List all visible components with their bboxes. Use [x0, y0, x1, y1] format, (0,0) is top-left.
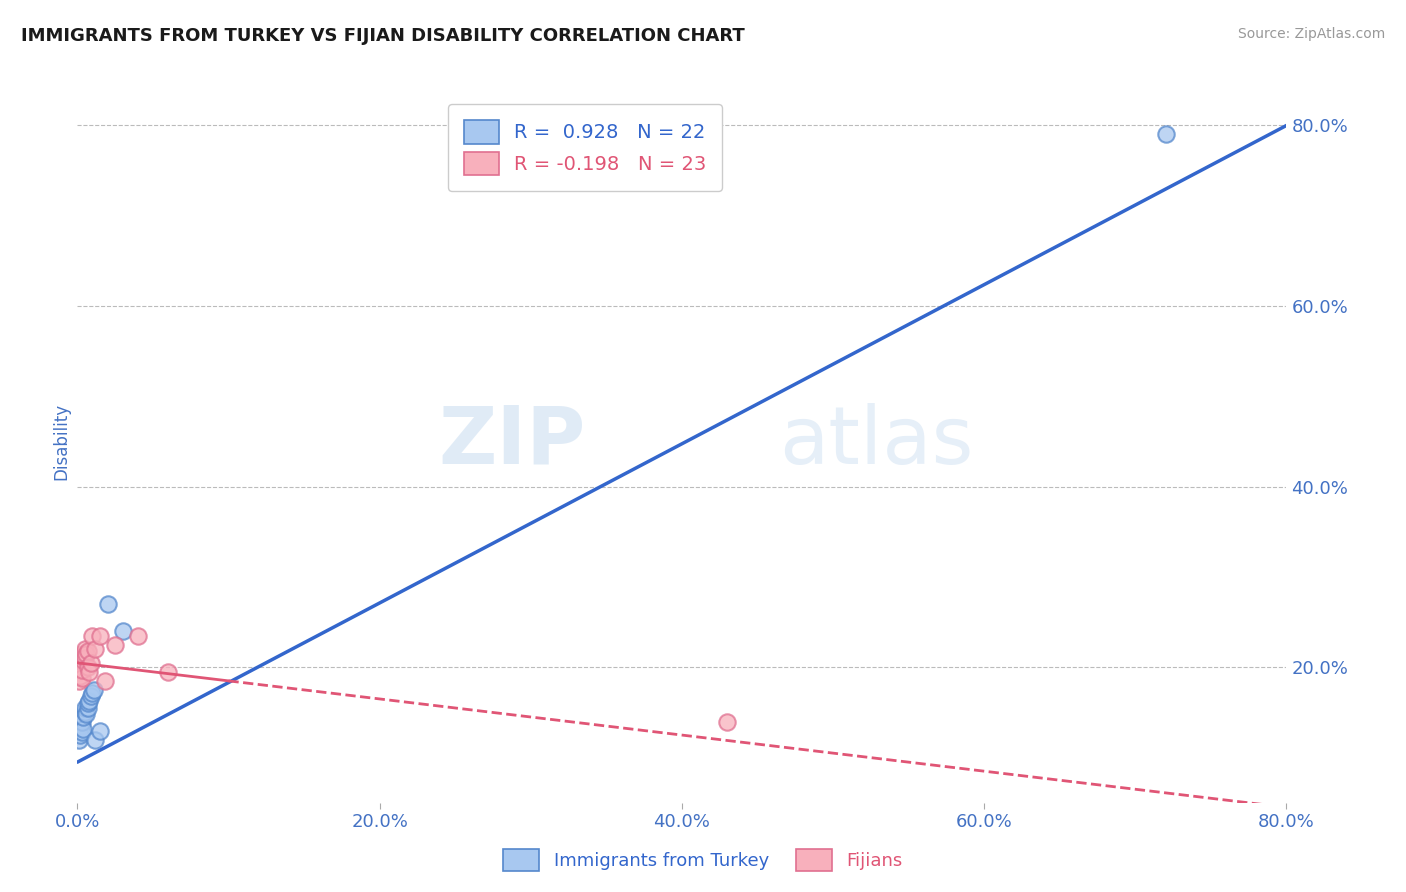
Point — [80, 690, 103, 704]
Point — [157, 665, 180, 679]
Point — [82, 629, 104, 643]
Point — [69, 669, 91, 683]
Point — [77, 660, 100, 674]
Point — [93, 673, 115, 688]
Text: IMMIGRANTS FROM TURKEY VS FIJIAN DISABILITY CORRELATION CHART: IMMIGRANTS FROM TURKEY VS FIJIAN DISABIL… — [21, 27, 745, 45]
Point — [70, 725, 93, 739]
Point — [70, 663, 93, 677]
Point — [84, 732, 107, 747]
Text: ZIP: ZIP — [437, 402, 585, 481]
Point — [111, 624, 134, 639]
Point — [77, 644, 100, 658]
Point — [67, 673, 90, 688]
Legend: R =  0.928   N = 22, R = -0.198   N = 23: R = 0.928 N = 22, R = -0.198 N = 23 — [449, 104, 723, 191]
Point — [716, 714, 738, 729]
Point — [127, 629, 149, 643]
Point — [73, 651, 96, 665]
Point — [70, 714, 93, 729]
Legend: Immigrants from Turkey, Fijians: Immigrants from Turkey, Fijians — [496, 842, 910, 879]
Point — [84, 642, 107, 657]
Point — [70, 671, 93, 685]
Point — [73, 642, 96, 657]
Point — [75, 647, 97, 661]
Point — [82, 685, 104, 699]
Point — [77, 697, 100, 711]
Point — [69, 660, 91, 674]
Point — [96, 597, 118, 611]
Point — [1154, 128, 1177, 142]
Point — [73, 701, 96, 715]
Point — [72, 710, 94, 724]
Point — [73, 706, 96, 720]
Point — [72, 653, 94, 667]
Y-axis label: Disability: Disability — [52, 403, 70, 480]
Point — [77, 701, 100, 715]
Text: atlas: atlas — [779, 402, 973, 481]
Point — [79, 694, 101, 708]
Point — [67, 723, 90, 738]
Point — [75, 707, 97, 722]
Point — [89, 723, 111, 738]
Point — [72, 722, 94, 736]
Point — [67, 732, 90, 747]
Point — [104, 638, 127, 652]
Point — [67, 665, 90, 679]
Point — [69, 728, 91, 742]
Point — [72, 647, 94, 661]
Point — [80, 656, 103, 670]
Text: Source: ZipAtlas.com: Source: ZipAtlas.com — [1237, 27, 1385, 41]
Point — [89, 629, 111, 643]
Point — [69, 719, 91, 733]
Point — [79, 665, 101, 679]
Point — [83, 682, 105, 697]
